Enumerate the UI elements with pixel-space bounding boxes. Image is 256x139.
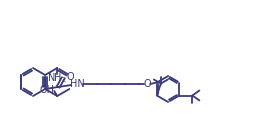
- Text: OH: OH: [40, 85, 55, 95]
- Text: NH$_2$: NH$_2$: [47, 71, 67, 85]
- Text: HN: HN: [70, 79, 84, 89]
- Text: O: O: [66, 72, 74, 82]
- Text: O: O: [143, 79, 151, 89]
